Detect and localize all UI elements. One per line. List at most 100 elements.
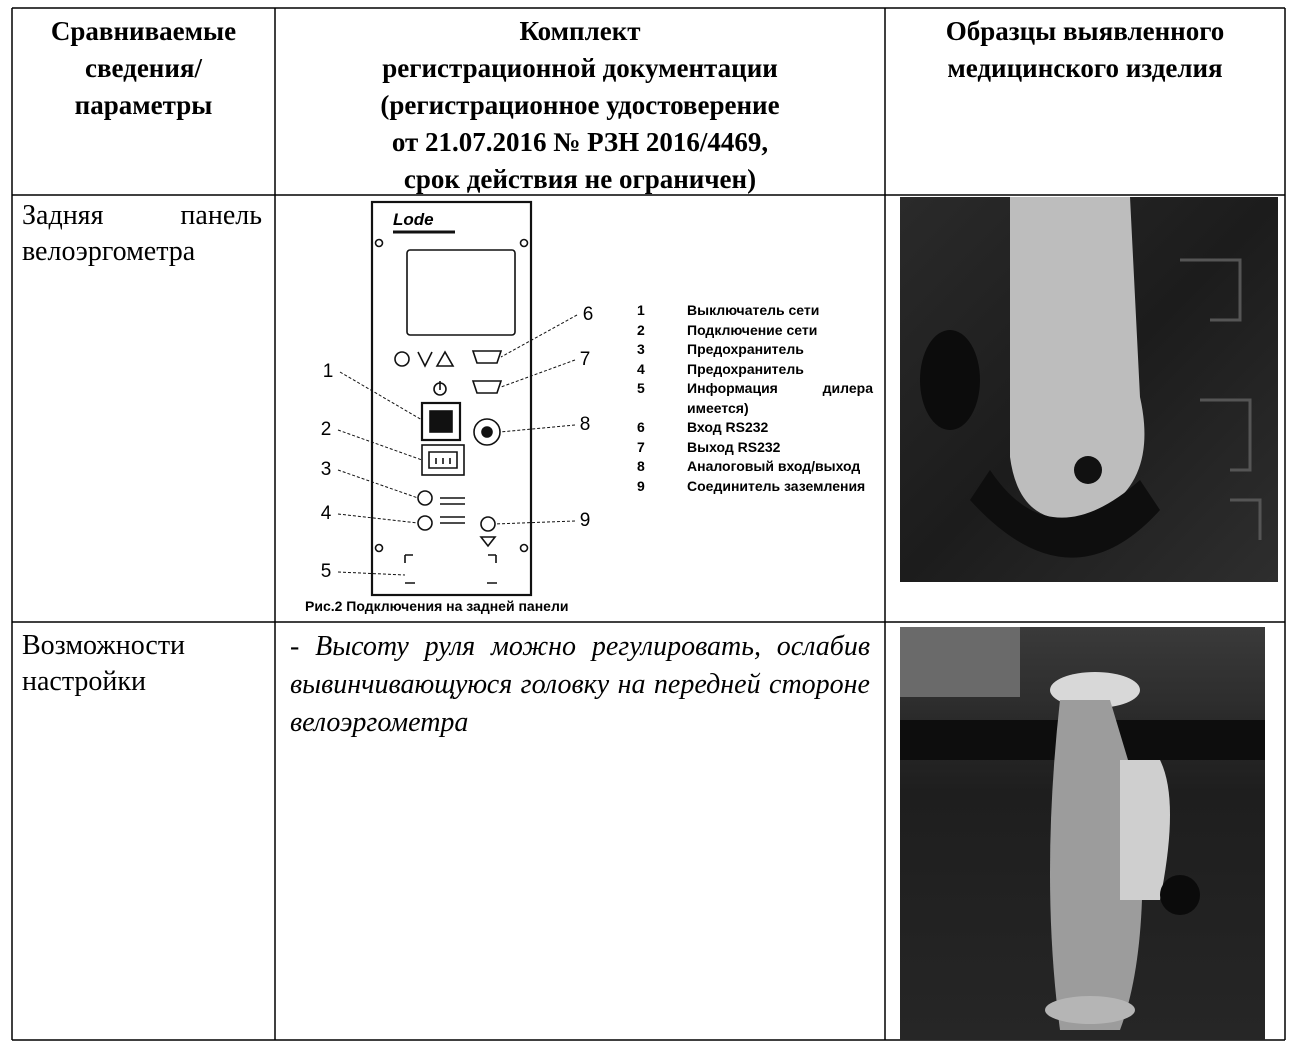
- legend-item: 9 Соединитель заземления: [634, 477, 885, 497]
- legend-number: 1: [637, 302, 645, 318]
- legend-number: 2: [637, 321, 645, 338]
- description: - Высоту руля можно регулировать, ослаби…: [290, 631, 870, 738]
- legend-text: Вход RS232: [687, 419, 769, 435]
- leaders: [337, 314, 578, 576]
- photo-object: [920, 330, 980, 430]
- photo-object: [1050, 700, 1143, 1030]
- leader: [337, 571, 406, 576]
- legend-text: Выход RS232: [687, 438, 781, 455]
- header-line: (регистрационное удостоверение: [380, 90, 780, 120]
- marks: [417, 350, 455, 368]
- legend-item: 2 Подключение сети: [634, 321, 885, 341]
- header-line: параметры: [74, 90, 213, 120]
- legend-number: 3: [637, 341, 645, 357]
- legend-number: 7: [637, 438, 645, 455]
- legend-text: Предохранитель: [687, 360, 804, 377]
- header-cell: Образцы выявленного медицинского изделия: [885, 13, 1285, 87]
- leader: [499, 424, 576, 433]
- screw: [519, 238, 529, 248]
- legend-text: Информация дилера имеется): [687, 380, 873, 416]
- header-line: сведения/: [84, 53, 203, 83]
- table-grid: [11, 7, 1286, 1041]
- screw: [519, 543, 529, 553]
- header-line: Образцы выявленного: [945, 16, 1225, 46]
- header-line: от 21.07.2016 № РЗН 2016/4469,: [391, 127, 769, 157]
- socket-pins: [428, 451, 458, 469]
- header-line: регистрационной документации: [382, 53, 778, 83]
- leader: [337, 429, 423, 461]
- photo-object: [1160, 875, 1200, 915]
- legend-number: 6: [637, 419, 645, 435]
- header-cell: Сравниваемые сведения/параметры: [12, 13, 275, 124]
- analog-pin: [481, 426, 493, 438]
- rear-panel-diagram: [337, 200, 578, 597]
- legend-text: Выключатель сети: [687, 302, 820, 318]
- header-line: Сравниваемые: [50, 16, 237, 46]
- legend-number: 9: [637, 477, 645, 494]
- legend-text: Соединитель заземления: [687, 477, 866, 494]
- figure-legend: 1 Выключатель сети 2 Подключение сети 3 Предо…: [634, 301, 885, 496]
- photo-rear-panel: [900, 197, 1278, 582]
- label-plate: [406, 249, 516, 336]
- callout-number: 4: [321, 503, 332, 524]
- legend-item: 7 Выход RS232: [634, 438, 885, 458]
- legend-text: Предохранитель: [687, 341, 804, 357]
- photo-object: [900, 627, 1020, 697]
- screw: [374, 238, 384, 248]
- ce-mark: [394, 351, 410, 367]
- callout-number: 7: [580, 349, 591, 370]
- legend-number: 8: [637, 458, 645, 474]
- legend-text: Подключение сети: [687, 321, 818, 338]
- callout-number: 3: [321, 459, 332, 480]
- logo: Lode: [393, 210, 434, 229]
- legend-text: Аналоговый вход/выход: [687, 458, 861, 474]
- leader: [337, 513, 419, 524]
- legend-item: 1 Выключатель сети: [634, 301, 885, 321]
- figure-caption: Рис.2 Подключения на задней панели: [305, 598, 569, 614]
- ground-symbol: [479, 536, 497, 548]
- photo-object: [970, 470, 1160, 558]
- header-line: медицинского изделия: [947, 53, 1223, 83]
- photo-object: [1050, 672, 1140, 708]
- callout-number: 2: [321, 419, 332, 440]
- legend-item: 8 Аналоговый вход/выход: [634, 457, 885, 477]
- header-line: срок действия не ограничен): [403, 164, 757, 194]
- parameter: Задняя панель велоэргометра: [22, 200, 262, 267]
- photo-object: [1074, 456, 1102, 484]
- fuse: [417, 490, 433, 506]
- callout-number: 8: [580, 414, 591, 435]
- fuse: [417, 515, 433, 531]
- leader: [339, 371, 423, 421]
- callout-number: 6: [583, 304, 594, 325]
- fuse-label: [440, 497, 465, 524]
- legend-item: 6 Вход RS232: [634, 418, 885, 438]
- parameter: Возможности настройки: [22, 630, 186, 697]
- rs232-out: [471, 380, 503, 394]
- photo-adjustment: [900, 627, 1265, 1040]
- legend-number: 4: [637, 360, 645, 377]
- panel: [370, 200, 533, 597]
- leader: [500, 359, 576, 388]
- switch-rocker: [429, 410, 453, 433]
- header-cell: Комплект регистрационной документации (рег…: [275, 13, 885, 198]
- legend-item: 4 Предохранитель: [634, 360, 885, 380]
- photo-object: [1010, 197, 1145, 520]
- switch: [420, 401, 462, 442]
- callout-number: 1: [323, 361, 334, 382]
- leader: [337, 469, 419, 499]
- callout-number: 9: [580, 510, 591, 531]
- legend-number: 5: [637, 380, 645, 396]
- legend-item: 5 Информация дилера имеется): [634, 379, 885, 418]
- photo-object: [1120, 760, 1170, 900]
- power-socket: [421, 444, 465, 476]
- header-line: Комплект: [519, 16, 641, 46]
- dealer-info-area: [404, 554, 497, 584]
- photo-object: [1045, 996, 1135, 1024]
- ground: [480, 516, 496, 532]
- leader: [494, 520, 576, 525]
- legend-item: 3 Предохранитель: [634, 340, 885, 360]
- leader: [500, 314, 578, 358]
